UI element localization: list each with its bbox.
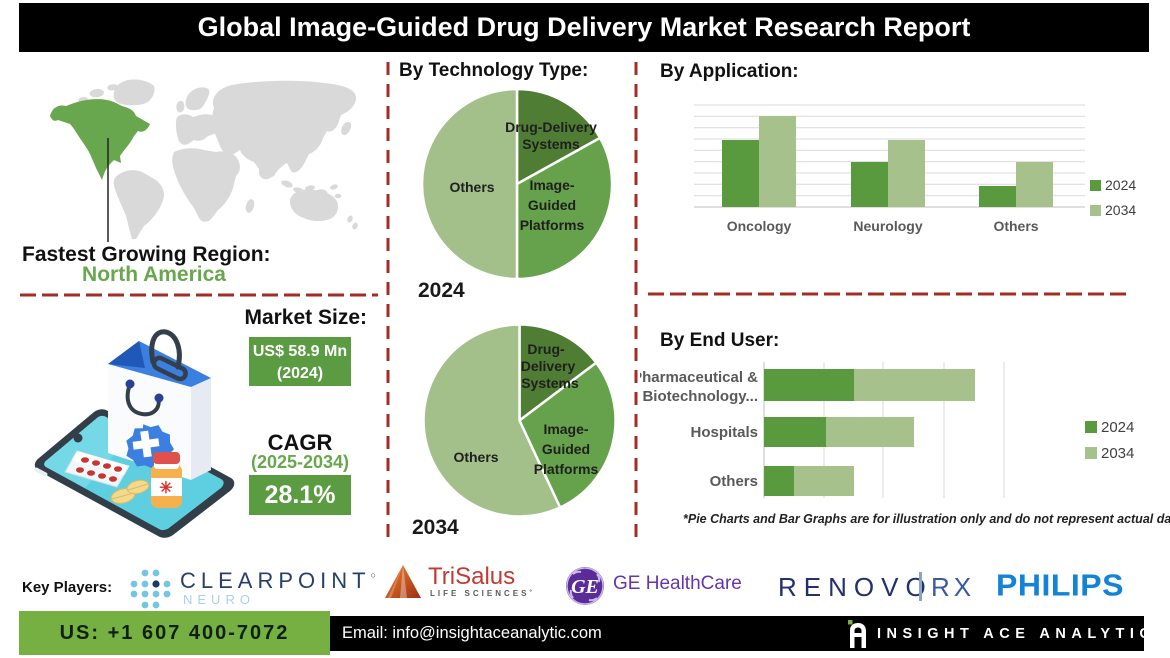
svg-text:GE: GE [571,576,599,598]
svg-text:Biotechnology...: Biotechnology... [642,388,758,405]
svg-text:Guided: Guided [542,441,590,457]
svg-text:2034: 2034 [1101,445,1134,462]
svg-text:Oncology: Oncology [727,218,792,234]
svg-text:Systems: Systems [521,375,579,391]
svg-text:2024: 2024 [1105,177,1136,193]
svg-text:Pharmaceutical &: Pharmaceutical & [640,369,758,386]
svg-text:Others: Others [710,473,758,490]
svg-text:Drug-: Drug- [527,341,565,357]
svg-text:Delivery: Delivery [521,358,576,374]
svg-text:Drug-Delivery: Drug-Delivery [505,119,597,135]
svg-text:Neurology: Neurology [853,218,922,234]
svg-text:Platforms: Platforms [534,461,599,477]
svg-text:Guided: Guided [528,197,576,213]
svg-text:2034: 2034 [1105,202,1136,218]
svg-text:Others: Others [453,449,498,465]
svg-text:Platforms: Platforms [520,217,585,233]
svg-text:✳: ✳ [159,480,172,497]
svg-text:Others: Others [449,179,494,195]
svg-text:Hospitals: Hospitals [690,424,758,441]
svg-text:Image-: Image- [529,177,574,193]
svg-text:Systems: Systems [522,136,580,152]
svg-text:Others: Others [993,218,1038,234]
svg-text:2024: 2024 [1101,419,1134,436]
svg-text:Image-: Image- [543,421,588,437]
